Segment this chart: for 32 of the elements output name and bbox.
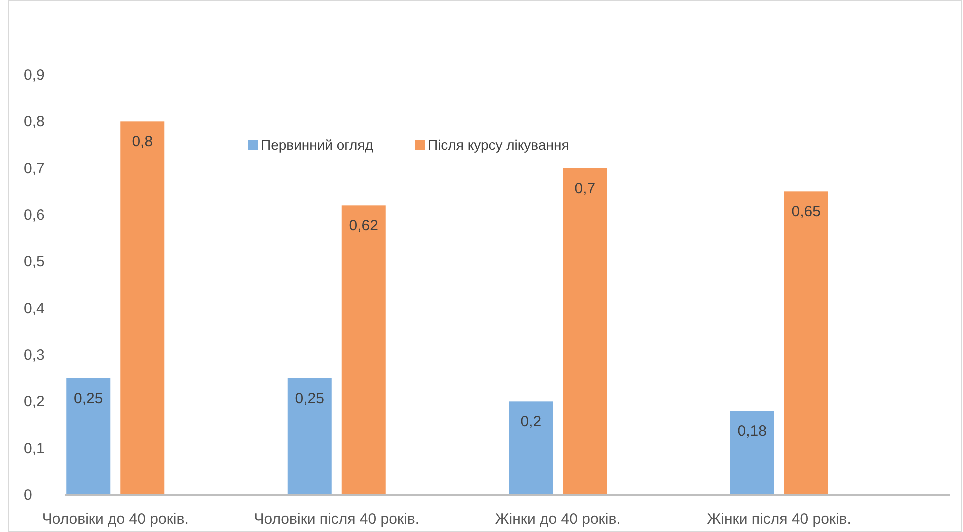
y-tick-label: 0 xyxy=(24,487,32,504)
data-label: 0,8 xyxy=(132,134,154,151)
y-tick-label: 0,9 xyxy=(24,67,45,84)
x-tick-label: Жінки після 40 років. xyxy=(707,511,852,528)
y-tick-label: 0,2 xyxy=(24,394,45,411)
bar xyxy=(66,378,111,495)
x-tick-label: Чоловіки після 40 років. xyxy=(254,511,420,528)
data-label: 0,25 xyxy=(74,390,104,408)
legend-label: Після курсу лікування xyxy=(428,137,570,153)
data-label: 0,18 xyxy=(738,423,767,440)
y-tick-label: 0,6 xyxy=(24,207,45,224)
x-tick-label: Чоловіки до 40 років. xyxy=(42,511,189,528)
data-label: 0,62 xyxy=(349,218,378,235)
y-tick-label: 0,4 xyxy=(24,300,45,318)
data-label: 0,25 xyxy=(295,390,324,408)
data-label: 0,65 xyxy=(792,204,821,221)
bar xyxy=(730,411,774,495)
bar xyxy=(563,168,608,495)
y-tick-label: 0,1 xyxy=(24,440,45,458)
legend-label: Первинний огляд xyxy=(261,137,374,153)
y-tick-label: 0,8 xyxy=(24,114,45,131)
bar xyxy=(342,206,386,495)
y-tick-label: 0,5 xyxy=(24,254,45,271)
bar xyxy=(288,378,332,495)
y-tick-label: 0,7 xyxy=(24,160,45,178)
bar xyxy=(120,122,165,495)
y-tick-label: 0,3 xyxy=(24,347,45,364)
bar xyxy=(509,402,554,495)
data-label: 0,7 xyxy=(574,180,596,198)
bar xyxy=(784,192,828,495)
data-label: 0,2 xyxy=(520,414,542,431)
x-tick-label: Жінки до 40 років. xyxy=(495,511,621,528)
